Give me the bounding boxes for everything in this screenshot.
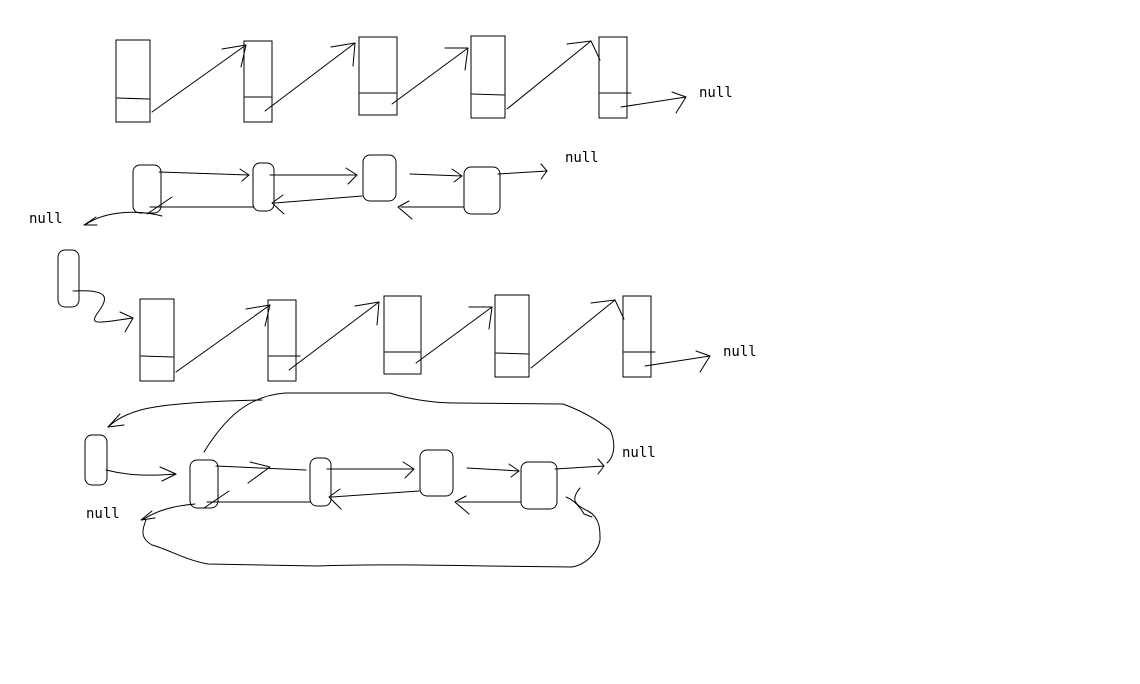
- list-node: [252, 162, 275, 212]
- doubly-list-top: null null: [29, 150, 599, 227]
- prev-pointer-arrow: [271, 194, 363, 215]
- null-label: null: [565, 150, 599, 166]
- next-pointer-arrow: [326, 461, 415, 479]
- next-pointer-arrow: [269, 167, 358, 185]
- prev-pointer-arrow: [328, 488, 420, 510]
- next-pointer-arrow: [158, 168, 250, 182]
- head-pointer-node: [84, 434, 108, 486]
- head-pointer-arrow: [105, 466, 177, 482]
- doubly-list-bottom: null null: [84, 392, 656, 568]
- null-label: null: [29, 211, 63, 227]
- list-node: [494, 294, 530, 378]
- null-label: null: [699, 85, 733, 101]
- null-pointer-arrow: [83, 211, 163, 226]
- head-pointer-node: [57, 249, 80, 308]
- rewire-loop-bottom: [142, 487, 601, 568]
- rewire-loop-top: [203, 392, 615, 464]
- list-node: [383, 295, 422, 375]
- next-pointer-arrow: [466, 463, 520, 478]
- next-pointer-arrow: [151, 44, 247, 113]
- null-pointer-arrow: [140, 503, 196, 521]
- prev-pointer-arrow: [146, 196, 254, 215]
- list-node: [358, 36, 398, 116]
- next-pointer-arrow: [415, 306, 493, 364]
- null-label: null: [723, 344, 757, 360]
- null-pointer-arrow: [644, 350, 711, 373]
- list-node: [243, 40, 273, 123]
- prev-pointer-arrow: [454, 495, 522, 515]
- next-pointer-arrow: [530, 299, 625, 369]
- list-node: [132, 164, 162, 214]
- next-pointer-arrow: [409, 168, 463, 183]
- list-node: [267, 299, 301, 382]
- next-pointer-arrow: [264, 42, 356, 112]
- null-pointer-arrow: [554, 458, 605, 475]
- prev-pointer-arrow: [397, 200, 465, 220]
- next-pointer-arrow: [215, 461, 307, 484]
- next-pointer-arrow: [506, 40, 601, 110]
- list-node: [463, 166, 501, 215]
- list-node: [419, 449, 454, 497]
- null-label: null: [622, 445, 656, 461]
- list-node: [115, 39, 151, 123]
- prev-pointer-arrow: [203, 490, 311, 509]
- list-node: [470, 35, 506, 119]
- head-pointer-arrow: [72, 290, 134, 333]
- list-node: [598, 36, 632, 119]
- list-node: [520, 461, 558, 510]
- next-pointer-arrow: [288, 301, 380, 371]
- rewire-arrow-to-head: [107, 399, 263, 428]
- list-node: [362, 154, 397, 202]
- null-pointer-arrow: [497, 163, 548, 180]
- singly-list-top: null: [115, 35, 733, 123]
- null-pointer-arrow: [620, 91, 687, 114]
- next-pointer-arrow: [391, 47, 469, 105]
- list-node: [309, 457, 332, 507]
- singly-list-bottom: null: [57, 249, 757, 382]
- list-node: [622, 295, 656, 378]
- next-pointer-arrow: [175, 304, 271, 373]
- list-node: [139, 298, 175, 382]
- null-label: null: [86, 506, 120, 522]
